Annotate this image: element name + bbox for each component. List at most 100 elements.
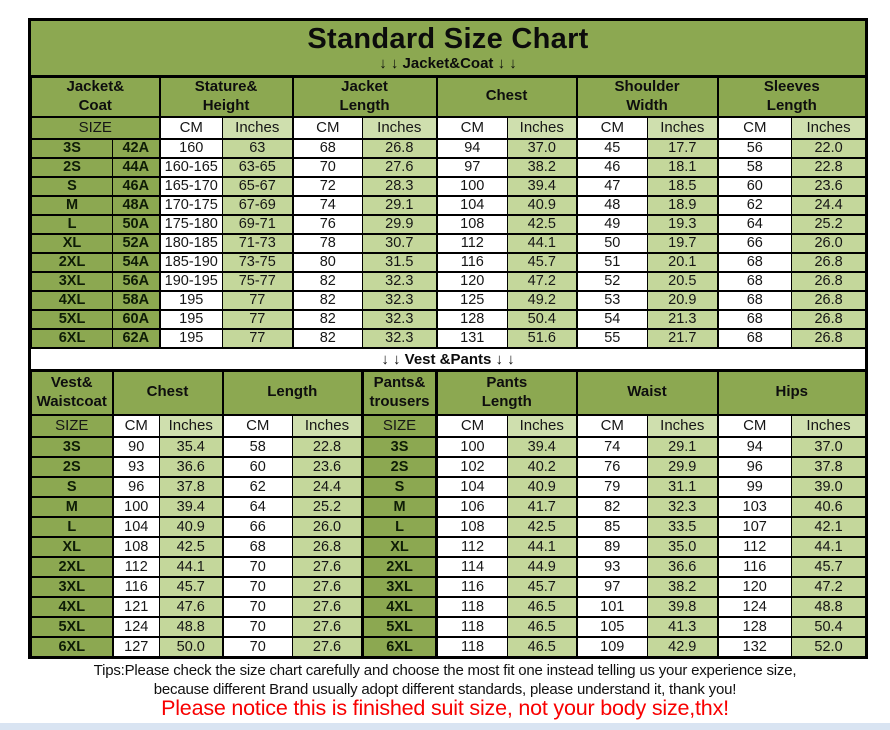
data-cell: 26.8 [292,535,364,558]
size-cell: 3XL [31,270,113,292]
data-cell: 27.6 [362,156,438,178]
data-cell: 37.0 [507,137,578,159]
data-cell: 65-67 [222,175,294,197]
data-cell: 26.8 [791,308,867,330]
data-cell: 26.0 [791,232,867,254]
group-header-cell: Pants Length [436,371,578,416]
size-cell: L [361,515,438,538]
table-row: 3S 42A 160 63 68 26.8 94 37.0 45 17.7 56 22.0 [31,137,867,159]
data-cell: 45.7 [507,575,578,598]
unit-header-cell: CM [576,115,649,140]
data-cell: 195 [159,289,224,311]
data-cell: 49.2 [507,289,578,311]
jacket-coat-table: Jacket& Coat Stature& Height Jacket Length Che… [30,77,867,349]
data-cell: 80 [292,251,364,273]
size-cell: M [31,495,114,518]
data-cell: 66 [717,232,793,254]
data-cell: 44.1 [159,555,224,578]
data-cell: 76 [576,455,648,478]
group-header-cell: Sleeves Length [717,77,867,118]
data-cell: 97 [576,575,648,598]
data-cell: 93 [112,455,160,478]
unit-header-cell: CM [436,115,509,140]
size-cell: 50A [111,213,161,235]
data-cell: 68 [222,535,293,558]
data-cell: 82 [292,270,364,292]
data-cell: 22.8 [292,435,364,458]
data-cell: 82 [292,327,364,349]
data-cell: 112 [717,535,793,558]
table-row: S 46A 165-170 65-67 72 28.3 100 39.4 47 18.5 60 23.… [31,175,867,197]
data-cell: 47 [576,175,649,197]
size-cell: 6XL [31,327,113,349]
data-cell: 44.9 [507,555,578,578]
data-cell: 62 [717,194,793,216]
size-cell: 42A [111,137,161,159]
data-cell: 102 [436,455,508,478]
data-cell: 70 [222,555,293,578]
data-cell: 24.4 [292,475,364,498]
data-cell: 40.9 [159,515,224,538]
data-cell: 70 [222,575,293,598]
data-cell: 23.6 [791,175,867,197]
data-cell: 36.6 [646,555,719,578]
unit-header-cell: CM [436,413,508,438]
data-cell: 66 [222,515,293,538]
data-cell: 104 [436,475,508,498]
data-cell: 68 [717,289,793,311]
data-cell: 51.6 [507,327,578,349]
size-cell: L [31,213,113,235]
data-cell: 190-195 [159,270,224,292]
size-cell: 6XL [31,635,114,656]
size-cell: 2S [31,455,114,478]
data-cell: 160-165 [159,156,224,178]
data-cell: 36.6 [159,455,224,478]
data-cell: 112 [436,232,509,254]
data-cell: 89 [576,535,648,558]
data-cell: 50 [576,232,649,254]
size-cell: 5XL [31,308,113,330]
data-cell: 47.6 [159,595,224,618]
data-cell: 45 [576,137,649,159]
unit-header-cell: CM [576,413,648,438]
data-cell: 48 [576,194,649,216]
size-cell: 3XL [31,575,114,598]
table-row: 3XL 56A 190-195 75-77 82 32.3 120 47.2 52 20.5 68 2… [31,270,867,292]
data-cell: 22.8 [791,156,867,178]
data-cell: 103 [717,495,793,518]
data-cell: 26.8 [791,251,867,273]
data-cell: 37.8 [159,475,224,498]
data-cell: 100 [436,175,509,197]
data-cell: 64 [717,213,793,235]
data-cell: 18.9 [647,194,719,216]
table-row: 6XL 127 50.0 70 27.6 6XL 118 46.5 109 42.9 132 52.0 [31,635,867,656]
size-cell: M [361,495,438,518]
unit-header-cell: SIZE [31,413,114,438]
data-cell: 118 [436,635,508,656]
data-cell: 67-69 [222,194,294,216]
data-cell: 112 [436,535,508,558]
data-cell: 107 [717,515,793,538]
data-cell: 77 [222,327,294,349]
jacket-table-body: 3S 42A 160 63 68 26.8 94 37.0 45 17.7 56 22.0 2S 44A 1… [31,137,867,349]
data-cell: 72 [292,175,364,197]
size-cell: S [31,175,113,197]
data-cell: 128 [717,615,793,638]
group-header-cell: Hips [717,371,867,416]
data-cell: 20.5 [647,270,719,292]
data-cell: 50.4 [507,308,578,330]
data-cell: 116 [436,575,508,598]
data-cell: 46.5 [507,595,578,618]
data-cell: 29.9 [646,455,719,478]
data-cell: 82 [576,495,648,518]
jacket-coat-banner: ↓ ↓ Jacket&Coat ↓ ↓ [379,55,517,73]
unit-header-cell: SIZE [361,413,438,438]
vest-group-header-row: Vest& Waistcoat Chest Length Pants& trousers P… [31,371,867,416]
size-chart-table-wrapper: Standard Size Chart ↓ ↓ Jacket&Coat ↓ ↓ … [28,18,868,659]
data-cell: 32.3 [646,495,719,518]
data-cell: 71-73 [222,232,294,254]
data-cell: 63-65 [222,156,294,178]
title-banner: Standard Size Chart ↓ ↓ Jacket&Coat ↓ ↓ [31,21,865,78]
data-cell: 54 [576,308,649,330]
group-header-cell: Jacket& Coat [30,77,161,118]
